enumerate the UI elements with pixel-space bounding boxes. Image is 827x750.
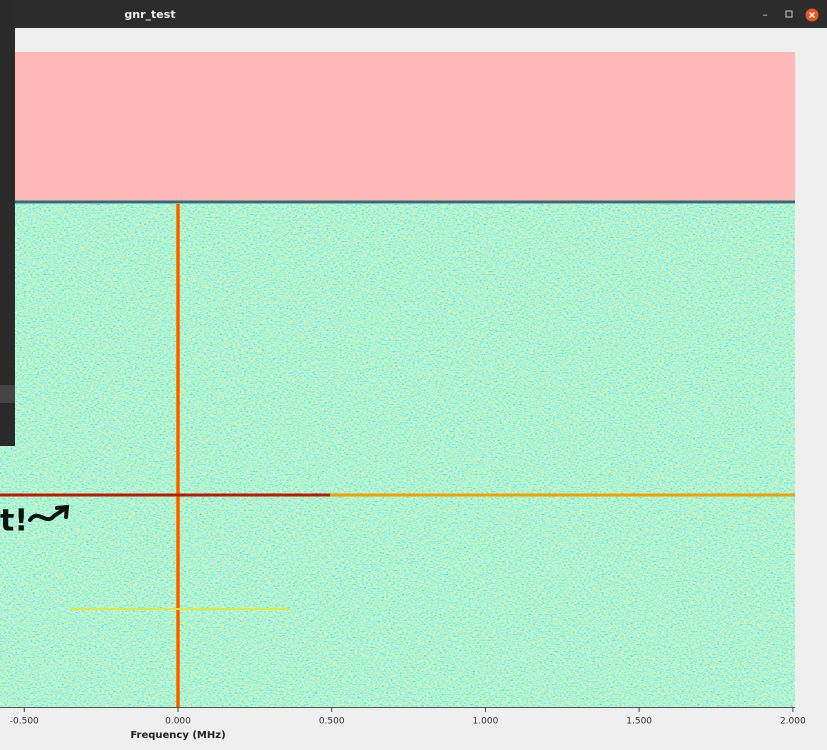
side-panel: [0, 0, 15, 446]
annotation: t!: [0, 504, 28, 539]
x-tick-label: -0.500: [10, 717, 39, 727]
x-axis-label: Frequency (MHz): [130, 730, 225, 741]
window-title: gnr_test: [124, 8, 175, 21]
side-panel-item: [0, 385, 15, 403]
screen: gnr_test – t! Frequency (MHz) -0.500 0.00…: [0, 0, 827, 746]
x-tick-label: 1.500: [626, 717, 652, 727]
x-tick-label: 0.000: [165, 717, 191, 727]
x-tick-label: 1.000: [473, 717, 499, 727]
x-tick-label: 0.500: [319, 717, 345, 727]
waterfall: [0, 204, 795, 707]
x-tick-label: 2.000: [780, 717, 806, 727]
minimize-button[interactable]: –: [762, 8, 768, 21]
x-axis: [0, 707, 795, 708]
spectrum-area: [0, 52, 795, 201]
